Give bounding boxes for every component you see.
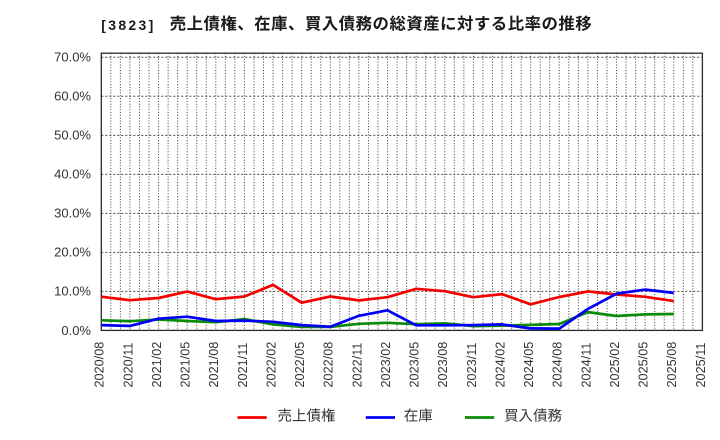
svg-text:2025/08: 2025/08 [665, 342, 679, 388]
svg-text:0.0%: 0.0% [61, 323, 91, 338]
svg-text:2023/02: 2023/02 [379, 342, 393, 388]
svg-text:2021/08: 2021/08 [207, 342, 221, 388]
svg-text:2023/08: 2023/08 [436, 342, 450, 388]
svg-text:70.0%: 70.0% [54, 50, 91, 65]
svg-text:2024/08: 2024/08 [551, 342, 565, 388]
svg-text:2022/08: 2022/08 [322, 342, 336, 388]
svg-text:2025/11: 2025/11 [694, 343, 708, 388]
svg-text:2024/05: 2024/05 [522, 342, 536, 388]
svg-text:2022/02: 2022/02 [264, 342, 278, 388]
svg-text:2023/11: 2023/11 [465, 343, 479, 388]
svg-text:2024/11: 2024/11 [579, 343, 593, 388]
svg-text:2021/02: 2021/02 [150, 342, 164, 388]
svg-text:2024/02: 2024/02 [493, 342, 507, 388]
svg-text:2025/05: 2025/05 [637, 342, 651, 388]
svg-text:2022/05: 2022/05 [293, 342, 307, 388]
svg-text:2025/02: 2025/02 [608, 342, 622, 388]
svg-text:10.0%: 10.0% [54, 284, 91, 299]
svg-text:2021/11: 2021/11 [236, 343, 250, 388]
svg-text:2020/11: 2020/11 [121, 343, 135, 388]
svg-text:20.0%: 20.0% [54, 245, 91, 260]
svg-text:2021/05: 2021/05 [179, 342, 193, 388]
svg-text:30.0%: 30.0% [54, 206, 91, 221]
svg-text:2023/05: 2023/05 [408, 342, 422, 388]
svg-text:[3823]: [3823] [101, 17, 155, 33]
svg-text:2020/08: 2020/08 [93, 342, 107, 388]
svg-text:60.0%: 60.0% [54, 89, 91, 104]
svg-text:2022/11: 2022/11 [350, 343, 364, 388]
svg-text:40.0%: 40.0% [54, 167, 91, 182]
svg-text:50.0%: 50.0% [54, 128, 91, 143]
